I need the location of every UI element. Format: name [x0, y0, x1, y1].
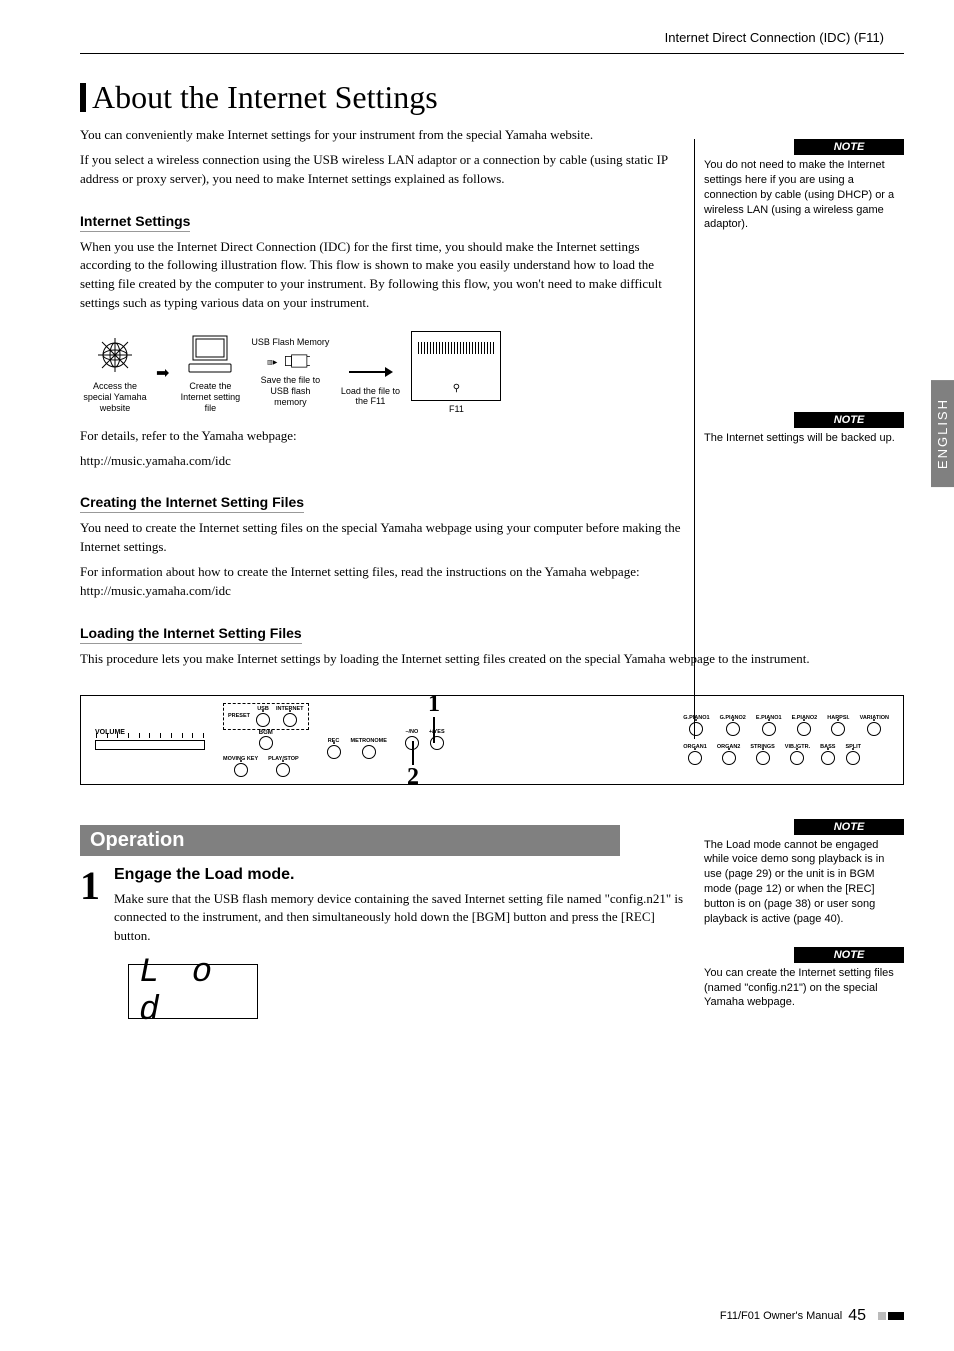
voice-button: STRINGS [750, 744, 774, 765]
page-footer: F11/F01 Owner's Manual 45 [720, 1307, 904, 1325]
rec-metro: REC METRONOME [327, 738, 387, 759]
internet-settings-body: When you use the Internet Direct Connect… [80, 238, 684, 313]
voice-button: BASS [820, 744, 835, 765]
preset-label: PRESET [228, 713, 250, 719]
details-url: http://music.yamaha.com/idc [80, 452, 684, 471]
rec-button: REC [327, 738, 341, 759]
voice-button: ORGAN2 [717, 744, 741, 765]
voice-button: VIB./GTR. [785, 744, 810, 765]
page-title: About the Internet Settings [80, 79, 684, 116]
flow-label-5: F11 [421, 404, 491, 415]
voice-button: VARIATION [860, 715, 889, 736]
voice-button: E.PIANO1 [756, 715, 782, 736]
flow-step-load: Load the file to the F11 [335, 339, 405, 408]
step-number: 1 [80, 866, 100, 906]
note-4: NOTE You can create the Internet setting… [704, 947, 904, 1011]
creating-p1: You need to create the Internet setting … [80, 519, 684, 557]
step-1: 1 Engage the Load mode. Make sure that t… [80, 866, 684, 953]
heading-loading: Loading the Internet Setting Files [80, 625, 302, 644]
step-title: Engage the Load mode. [114, 866, 684, 884]
volume-control: VOLUME [95, 729, 205, 750]
flow-step-website: Access the special Yamaha website [80, 332, 150, 413]
flow-label-2: Create the Internet setting file [175, 381, 245, 413]
volume-slider [95, 740, 205, 750]
flow-label-4: Load the file to the F11 [335, 386, 405, 408]
bgm-button [259, 736, 273, 750]
note-label: NOTE [794, 819, 904, 835]
metronome-button: METRONOME [351, 738, 387, 759]
internet-button: INTERNET [276, 706, 304, 727]
creating-p2: For information about how to create the … [80, 563, 684, 601]
globe-icon [92, 332, 138, 378]
breadcrumb: Internet Direct Connection (IDC) (F11) [80, 30, 904, 45]
note-label: NOTE [794, 139, 904, 155]
voice-button: HARPSI. [827, 715, 849, 736]
loading-body: This procedure lets you make Internet se… [80, 650, 904, 669]
sidebar: NOTE You do not need to make the Interne… [704, 79, 904, 607]
step-body: Make sure that the USB flash memory devi… [114, 890, 684, 947]
footer-decoration [878, 1312, 904, 1320]
usb-button: USB [256, 706, 270, 727]
voice-button: G.PIANO2 [720, 715, 746, 736]
note-label: NOTE [794, 412, 904, 428]
flow-label-3: Save the file to USB flash memory [255, 375, 325, 407]
footer-manual: F11/F01 Owner's Manual [720, 1310, 842, 1322]
heading-internet-settings: Internet Settings [80, 213, 190, 232]
instrument-panel: VOLUME PRESET USB INTERNET BGM MOVING KE… [80, 695, 904, 785]
header-rule [80, 53, 904, 54]
lcd-text: L o d [139, 954, 257, 1030]
flow-step-usb: USB Flash Memory ▥▶ Save the file to USB… [251, 338, 329, 407]
note-2-body: The Internet settings will be backed up. [704, 431, 904, 446]
note-3: NOTE The Load mode cannot be engaged whi… [704, 819, 904, 927]
source-buttons: PRESET USB INTERNET BGM MOVING KEY PLAY/… [223, 703, 309, 777]
flow-label-1: Access the special Yamaha website [80, 381, 150, 413]
usb-icon: ▥▶ [267, 350, 313, 372]
note-4-body: You can create the Internet setting file… [704, 966, 904, 1011]
voice-button: E.PIANO2 [792, 715, 818, 736]
operation-heading: Operation [80, 825, 620, 856]
bgm-label: BGM [259, 730, 273, 736]
usb-top-label: USB Flash Memory [251, 338, 329, 348]
voice-button: SPLIT [845, 744, 861, 765]
arrow-icon [347, 361, 393, 383]
note-1-body: You do not need to make the Internet set… [704, 158, 904, 232]
keyboard-icon: ⚲ [411, 331, 501, 401]
voice-buttons: G.PIANO1 G.PIANO2 E.PIANO1 E.PIANO2 HARPSI. V… [683, 715, 889, 765]
plus-button: +/YES [429, 729, 445, 750]
note-2: NOTE The Internet settings will be backe… [704, 412, 904, 446]
heading-creating: Creating the Internet Setting Files [80, 494, 304, 513]
language-tab: ENGLISH [931, 380, 954, 487]
note-label: NOTE [794, 947, 904, 963]
lcd-display: L o d [128, 964, 258, 1019]
computer-icon [187, 332, 233, 378]
svg-text:▥▶: ▥▶ [267, 359, 278, 366]
flow-step-instrument: ⚲ F11 [411, 331, 501, 415]
voice-button: ORGAN1 [683, 744, 707, 765]
flow-step-computer: Create the Internet setting file [175, 332, 245, 413]
arrow-icon: ➡ [156, 363, 169, 383]
intro-p2: If you select a wireless connection usin… [80, 151, 684, 189]
playstop-button: PLAY/STOP [268, 756, 299, 777]
details-text: For details, refer to the Yamaha webpage… [80, 427, 684, 446]
movingkey-button: MOVING KEY [223, 756, 258, 777]
note-3-body: The Load mode cannot be engaged while vo… [704, 838, 904, 927]
yes-no: –/NO +/YES [405, 729, 445, 750]
minus-button: –/NO [405, 729, 419, 750]
panel-diagram: 1 2 VOLUME PRESET USB INTERNET BGM MOVIN… [80, 695, 904, 785]
flow-diagram: Access the special Yamaha website ➡ Crea… [80, 331, 684, 415]
main-column: About the Internet Settings You can conv… [80, 79, 684, 607]
intro-p1: You can conveniently make Internet setti… [80, 126, 684, 145]
note-1: NOTE You do not need to make the Interne… [704, 139, 904, 232]
voice-button: G.PIANO1 [683, 715, 709, 736]
footer-page: 45 [848, 1307, 866, 1325]
